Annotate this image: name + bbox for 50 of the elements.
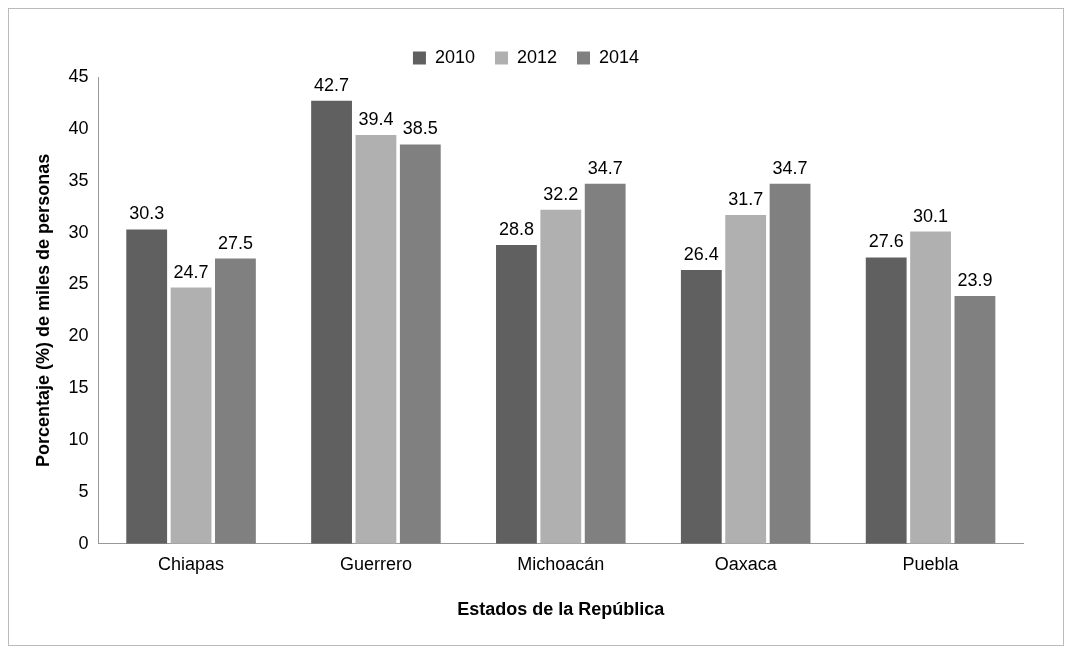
data-label: 28.8 xyxy=(498,219,534,240)
bar xyxy=(126,229,168,544)
bar xyxy=(170,287,212,544)
data-label: 38.5 xyxy=(402,118,438,139)
y-tick-label: 40 xyxy=(68,117,89,138)
bar xyxy=(215,258,256,544)
legend-label: 2014 xyxy=(599,46,640,67)
x-tick-label: Guerrero xyxy=(339,553,412,574)
x-tick-label: Chiapas xyxy=(158,553,225,574)
y-tick-label: 10 xyxy=(68,429,89,450)
data-label: 42.7 xyxy=(314,74,350,95)
data-label: 27.6 xyxy=(868,231,904,252)
bar xyxy=(584,183,626,544)
y-tick-label: 0 xyxy=(78,532,89,553)
x-tick-label: Michoacán xyxy=(517,553,605,574)
data-label: 27.5 xyxy=(217,232,253,253)
bar xyxy=(865,257,907,544)
data-label: 26.4 xyxy=(683,243,719,264)
bar xyxy=(399,144,441,544)
bar xyxy=(725,214,767,544)
bar xyxy=(496,245,537,544)
y-tick-label: 25 xyxy=(68,273,89,294)
bar xyxy=(540,209,582,544)
data-label: 23.9 xyxy=(957,269,993,290)
data-label: 34.7 xyxy=(772,157,808,178)
x-tick-label: Puebla xyxy=(902,553,960,574)
legend-label: 2012 xyxy=(516,46,558,67)
y-tick-label: 30 xyxy=(68,221,89,242)
bar xyxy=(954,295,996,544)
x-axis-title: Estados de la República xyxy=(457,599,666,620)
data-label: 30.3 xyxy=(129,203,165,224)
data-label: 30.1 xyxy=(913,205,949,226)
data-label: 32.2 xyxy=(543,183,579,204)
bar xyxy=(680,269,722,544)
data-label: 34.7 xyxy=(587,157,623,178)
y-axis-title: Porcentaje (%) de miles de personas xyxy=(32,153,53,467)
y-tick-label: 20 xyxy=(68,325,89,346)
bar xyxy=(769,183,811,544)
bar xyxy=(910,231,951,544)
y-tick-label: 35 xyxy=(68,169,89,190)
data-label: 24.7 xyxy=(173,261,209,282)
y-tick-label: 45 xyxy=(68,65,89,86)
bar xyxy=(311,100,352,544)
legend-label: 2010 xyxy=(434,46,475,67)
data-label: 31.7 xyxy=(728,188,764,209)
x-tick-label: Oaxaca xyxy=(714,553,778,574)
data-label: 39.4 xyxy=(358,109,394,130)
y-tick-label: 5 xyxy=(78,480,89,501)
bar xyxy=(355,135,397,544)
y-tick-label: 15 xyxy=(68,377,89,398)
